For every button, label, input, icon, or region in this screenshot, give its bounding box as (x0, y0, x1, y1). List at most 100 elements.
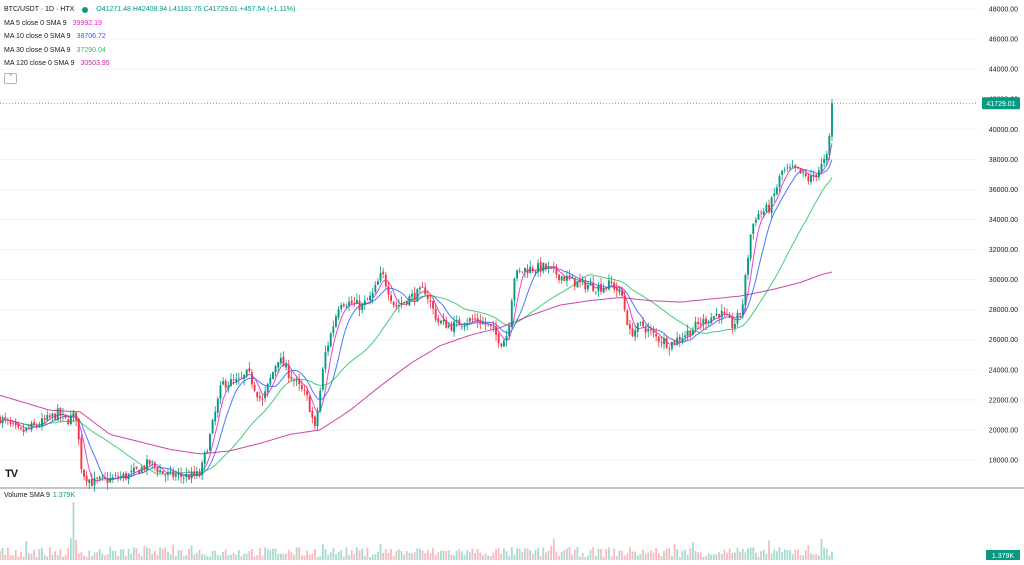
volume-bar (54, 551, 57, 560)
candle (516, 269, 518, 282)
candle-body (439, 320, 442, 324)
candle (279, 352, 282, 366)
candle-body (505, 335, 508, 341)
volume-bar (650, 550, 652, 560)
candle (783, 167, 786, 174)
volume-bar (715, 554, 718, 560)
volume-bar (786, 550, 789, 560)
candle (400, 296, 403, 309)
indicator-ma5[interactable]: MA 5 close 0 SMA 9 39992.19 (4, 17, 295, 31)
candle-body (466, 322, 469, 326)
candle (80, 434, 83, 474)
candle (363, 295, 366, 310)
volume-bar (831, 551, 833, 560)
chevron-up-icon[interactable]: ⌃ (4, 72, 17, 84)
candle (93, 471, 96, 492)
indicator-ma10[interactable]: MA 10 close 0 SMA 9 38706.72 (4, 30, 295, 44)
candle-body (138, 469, 141, 474)
volume-bar (6, 547, 9, 560)
candle (652, 326, 655, 338)
candle (555, 264, 558, 279)
candle-body (445, 319, 448, 329)
volume-bar (203, 554, 206, 560)
candle (38, 421, 41, 428)
volume-bar (193, 554, 196, 560)
candle (355, 293, 358, 304)
candle-body (686, 330, 689, 336)
candle (757, 210, 760, 220)
candle (586, 280, 589, 293)
candle-body (387, 286, 390, 295)
candle-body (4, 417, 7, 420)
candle (791, 159, 794, 169)
candle (203, 450, 206, 470)
indicator-ma120[interactable]: MA 120 close 0 SMA 9 30503.95 (4, 57, 295, 71)
candle-body (707, 321, 710, 324)
volume-bar (93, 552, 96, 560)
volume-bar (694, 550, 697, 560)
candle (182, 475, 185, 485)
symbol-row[interactable]: BTC/USDT · 1D · HTX O41271.48 H42408.94 … (4, 3, 295, 17)
candle-body (395, 304, 398, 307)
candle (285, 359, 288, 371)
volume-bar (461, 551, 463, 560)
candle (77, 418, 80, 446)
candle-body (523, 267, 526, 272)
volume-bar (720, 554, 723, 560)
candle (361, 302, 364, 314)
candle-body (749, 234, 752, 259)
volume-bar (80, 552, 83, 560)
candle (300, 380, 303, 392)
indicator-label: MA 5 close 0 SMA 9 (4, 19, 67, 27)
candle (802, 170, 805, 178)
volume-bar (235, 554, 238, 560)
candle (660, 336, 663, 348)
candle (537, 259, 539, 277)
candle-body (668, 348, 671, 350)
volume-bar (733, 552, 736, 560)
candle-body (644, 327, 647, 333)
candle (41, 412, 43, 431)
candle-body (639, 322, 642, 324)
candle (12, 421, 15, 427)
symbol-title[interactable]: BTC/USDT · 1D · HTX (4, 6, 75, 13)
candle (812, 170, 815, 182)
candle (54, 412, 57, 421)
indicator-value: 37290.04 (76, 46, 106, 54)
candle (195, 466, 198, 479)
volume-bar (316, 556, 319, 560)
candle-body (563, 276, 566, 282)
candle-body (30, 423, 33, 430)
candle (789, 163, 791, 171)
candle-body (209, 433, 211, 451)
candle (211, 418, 214, 435)
volume-bar (810, 553, 812, 560)
candle (358, 294, 361, 317)
volume-legend[interactable]: Volume SMA 9 1.379K (4, 492, 75, 499)
y-tick-label: 40000.00 (989, 127, 1018, 134)
volume-bar (392, 556, 395, 560)
candle-body (618, 289, 621, 293)
candle (670, 341, 673, 352)
indicator-ma30[interactable]: MA 30 close 0 SMA 9 37290.04 (4, 44, 295, 58)
tradingview-logo-icon[interactable]: TV (5, 468, 18, 480)
candle-body (69, 415, 72, 425)
ma-line-ma30 (20, 177, 833, 475)
volume-bar (30, 553, 33, 560)
y-tick-label: 48000.00 (989, 7, 1018, 14)
volume-bar (366, 547, 369, 560)
candle (114, 472, 117, 478)
volume-bar (216, 555, 219, 560)
volume-bar (817, 555, 820, 560)
candle-body (290, 376, 293, 380)
candle (439, 319, 442, 325)
candle (33, 418, 36, 426)
candle-body (75, 412, 78, 420)
volume-bar (600, 548, 602, 560)
candle (64, 414, 67, 420)
volume-bar (531, 554, 534, 560)
candle (573, 277, 576, 291)
volume-bar (62, 556, 64, 560)
